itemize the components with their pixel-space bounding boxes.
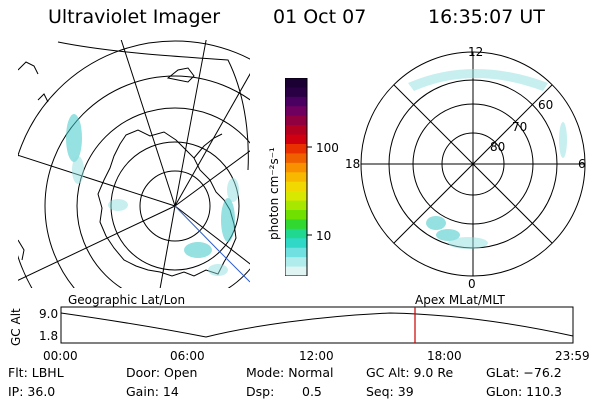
mlt-label-6: 6 — [578, 157, 586, 171]
colorbar-cell — [285, 96, 307, 107]
timeline-xtick-0600: 06:00 — [170, 349, 205, 363]
timeline-xtick-1800: 18:00 — [427, 349, 462, 363]
timeline-ylabel: GC Alt — [9, 308, 23, 346]
timeline-ytick-9: 9.0 — [39, 307, 59, 321]
colorbar-cell — [285, 115, 307, 126]
colorbar-cell — [285, 257, 307, 268]
info-door: Door: Open — [126, 365, 198, 380]
mlat-label-70: 70 — [512, 120, 528, 134]
info-glon: GLon: 110.3 — [486, 384, 562, 399]
timeline-xtick-2359: 23:59 — [555, 349, 590, 363]
colorbar-cell — [285, 219, 307, 230]
info-gc-alt: GC Alt: 9.0 Re — [366, 365, 454, 380]
colorbar-cell — [285, 238, 307, 249]
colorbar-cell — [285, 144, 307, 154]
mlat-label-80: 80 — [490, 140, 506, 154]
info-flt: Flt: LBHL — [8, 365, 64, 380]
info-gain: Gain: 14 — [126, 384, 179, 399]
colorbar-cell — [285, 181, 307, 192]
colorbar-tick-100: 100 — [316, 141, 339, 155]
timeline-ytick-1-8: 1.8 — [39, 329, 59, 343]
colorbar — [285, 78, 312, 276]
info-mode: Mode: Normal — [246, 365, 334, 380]
colorbar-cell — [285, 125, 307, 136]
time-label: 16:35:07 UT — [428, 6, 545, 28]
altitude-timeline — [60, 306, 574, 344]
colorbar-cell — [285, 200, 307, 211]
instrument-title: Ultraviolet Imager — [48, 6, 221, 28]
date-label: 01 Oct 07 — [273, 6, 367, 28]
mlt-label-0: 0 — [468, 277, 476, 291]
colorbar-cell — [285, 134, 307, 145]
colorbar-unit-label: photon cm⁻²s⁻¹ — [267, 147, 281, 240]
colorbar-cell — [285, 153, 307, 164]
geographic-map-label: Geographic Lat/Lon — [68, 293, 186, 307]
colorbar-cell — [285, 78, 307, 88]
colorbar-cell — [285, 172, 307, 183]
colorbar-cell — [285, 87, 307, 98]
info-ip: IP: 36.0 — [8, 384, 56, 399]
colorbar-cell — [285, 228, 307, 239]
colorbar-tick-10: 10 — [316, 229, 332, 243]
magnetic-map — [360, 51, 586, 277]
mlt-label-18: 18 — [345, 157, 361, 171]
colorbar-cell — [285, 210, 307, 220]
colorbar-cell — [285, 191, 307, 202]
info-seq: Seq: 39 — [366, 384, 414, 399]
mlat-label-60: 60 — [538, 98, 554, 112]
timeline-xtick-1200: 12:00 — [299, 349, 334, 363]
colorbar-cell — [285, 162, 307, 173]
info-glat: GLat: −76.2 — [486, 365, 562, 380]
magnetic-map-label: Apex MLat/MLT — [415, 293, 505, 307]
info-dsp-value: 0.5 — [302, 384, 322, 399]
timeline-xtick-0000: 00:00 — [43, 349, 78, 363]
mlt-label-12: 12 — [468, 45, 484, 59]
info-dsp-label: Dsp: — [246, 384, 275, 399]
colorbar-gradient — [285, 78, 307, 276]
colorbar-cell — [285, 247, 307, 258]
geographic-map — [18, 40, 250, 288]
colorbar-cell — [285, 266, 307, 276]
colorbar-cell — [285, 106, 307, 117]
